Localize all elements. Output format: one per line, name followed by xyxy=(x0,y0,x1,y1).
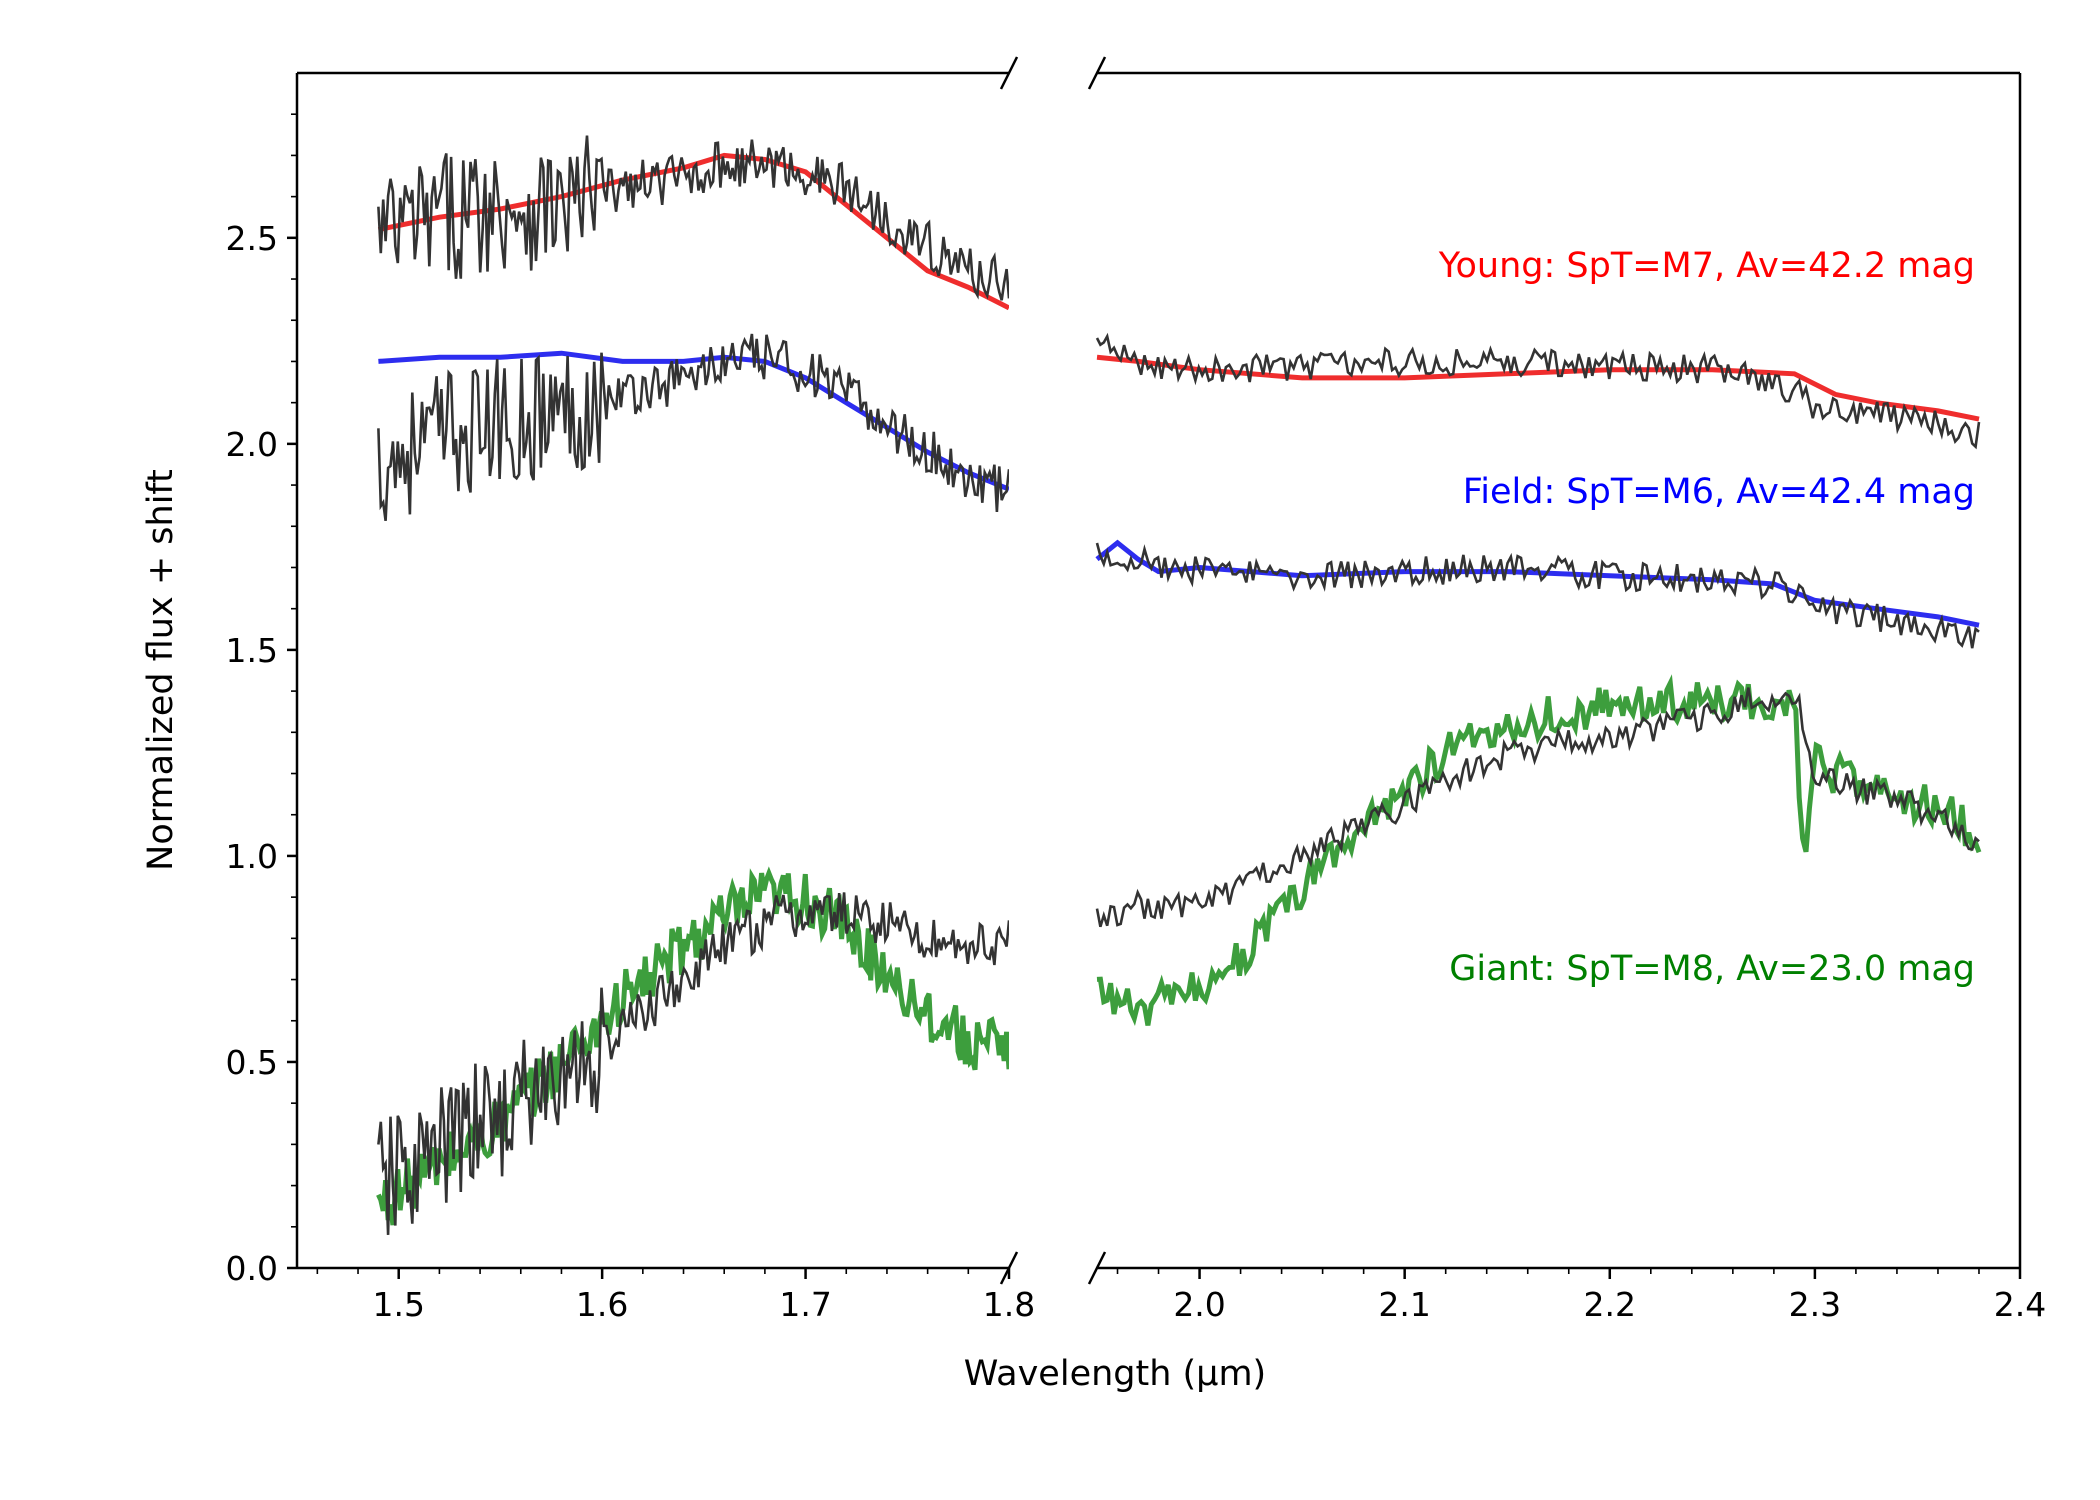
x-tick-label: 1.6 xyxy=(576,1285,628,1324)
annotation-field: Field: SpT=M6, Av=42.4 mag xyxy=(1463,472,1975,512)
annotation-young: Young: SpT=M7, Av=42.2 mag xyxy=(1438,246,1975,286)
x-axis-label: Wavelength (μm) xyxy=(964,1354,1266,1394)
series-observed-spectrum-middle-k-band xyxy=(1095,542,1980,649)
y-tick-label: 2.0 xyxy=(226,425,278,464)
x-tick-label: 2.2 xyxy=(1584,1285,1636,1324)
series-observed-spectrum-upper-h-band xyxy=(377,135,1009,301)
axis-break-mark-top-right xyxy=(1087,56,1107,90)
y-tick-label: 0.0 xyxy=(226,1249,278,1288)
x-tick-label: 2.4 xyxy=(1994,1285,2046,1324)
series-observed-spectrum-lower-k-band xyxy=(1095,687,1980,928)
series-observed-spectrum-middle-h-band xyxy=(377,333,1009,521)
annotation-giant: Giant: SpT=M8, Av=23.0 mag xyxy=(1449,949,1975,989)
y-tick-label: 0.5 xyxy=(226,1043,278,1082)
series-layer xyxy=(376,135,1982,1235)
x-tick-label: 1.8 xyxy=(983,1285,1035,1324)
series-young-template-m7-h-band xyxy=(377,152,1009,311)
y-axis-label: Normalized flux + shift xyxy=(141,469,181,871)
x-tick-label: 2.3 xyxy=(1789,1285,1841,1324)
ticks-layer: 0.0 0.5 1.0 1.5 2.0 2.5 1.5 1.6 1.7 1.8 2.0 2.1 2.2 2… xyxy=(226,113,2046,1324)
x-tick-label: 2.1 xyxy=(1378,1285,1430,1324)
x-tick-label: 2.0 xyxy=(1173,1285,1225,1324)
axis-break-mark-top-left xyxy=(999,56,1019,90)
axis-break-mark-bottom-right xyxy=(1087,1251,1107,1285)
y-tick-label: 1.0 xyxy=(226,837,278,876)
x-tick-label: 1.5 xyxy=(372,1285,424,1324)
series-field-template-m6-h-band xyxy=(378,350,1009,492)
series-observed-spectrum-lower-h-band xyxy=(377,892,1009,1235)
y-tick-label: 1.5 xyxy=(226,631,278,670)
axes-frame xyxy=(295,56,2022,1285)
y-tick-label: 2.5 xyxy=(226,219,278,258)
series-field-template-m6-k-band xyxy=(1095,539,1980,628)
series-giant-template-m8-k-band xyxy=(1096,674,1982,1026)
x-tick-label: 1.7 xyxy=(779,1285,831,1324)
series-observed-spectrum-upper-k-band xyxy=(1095,332,1981,450)
